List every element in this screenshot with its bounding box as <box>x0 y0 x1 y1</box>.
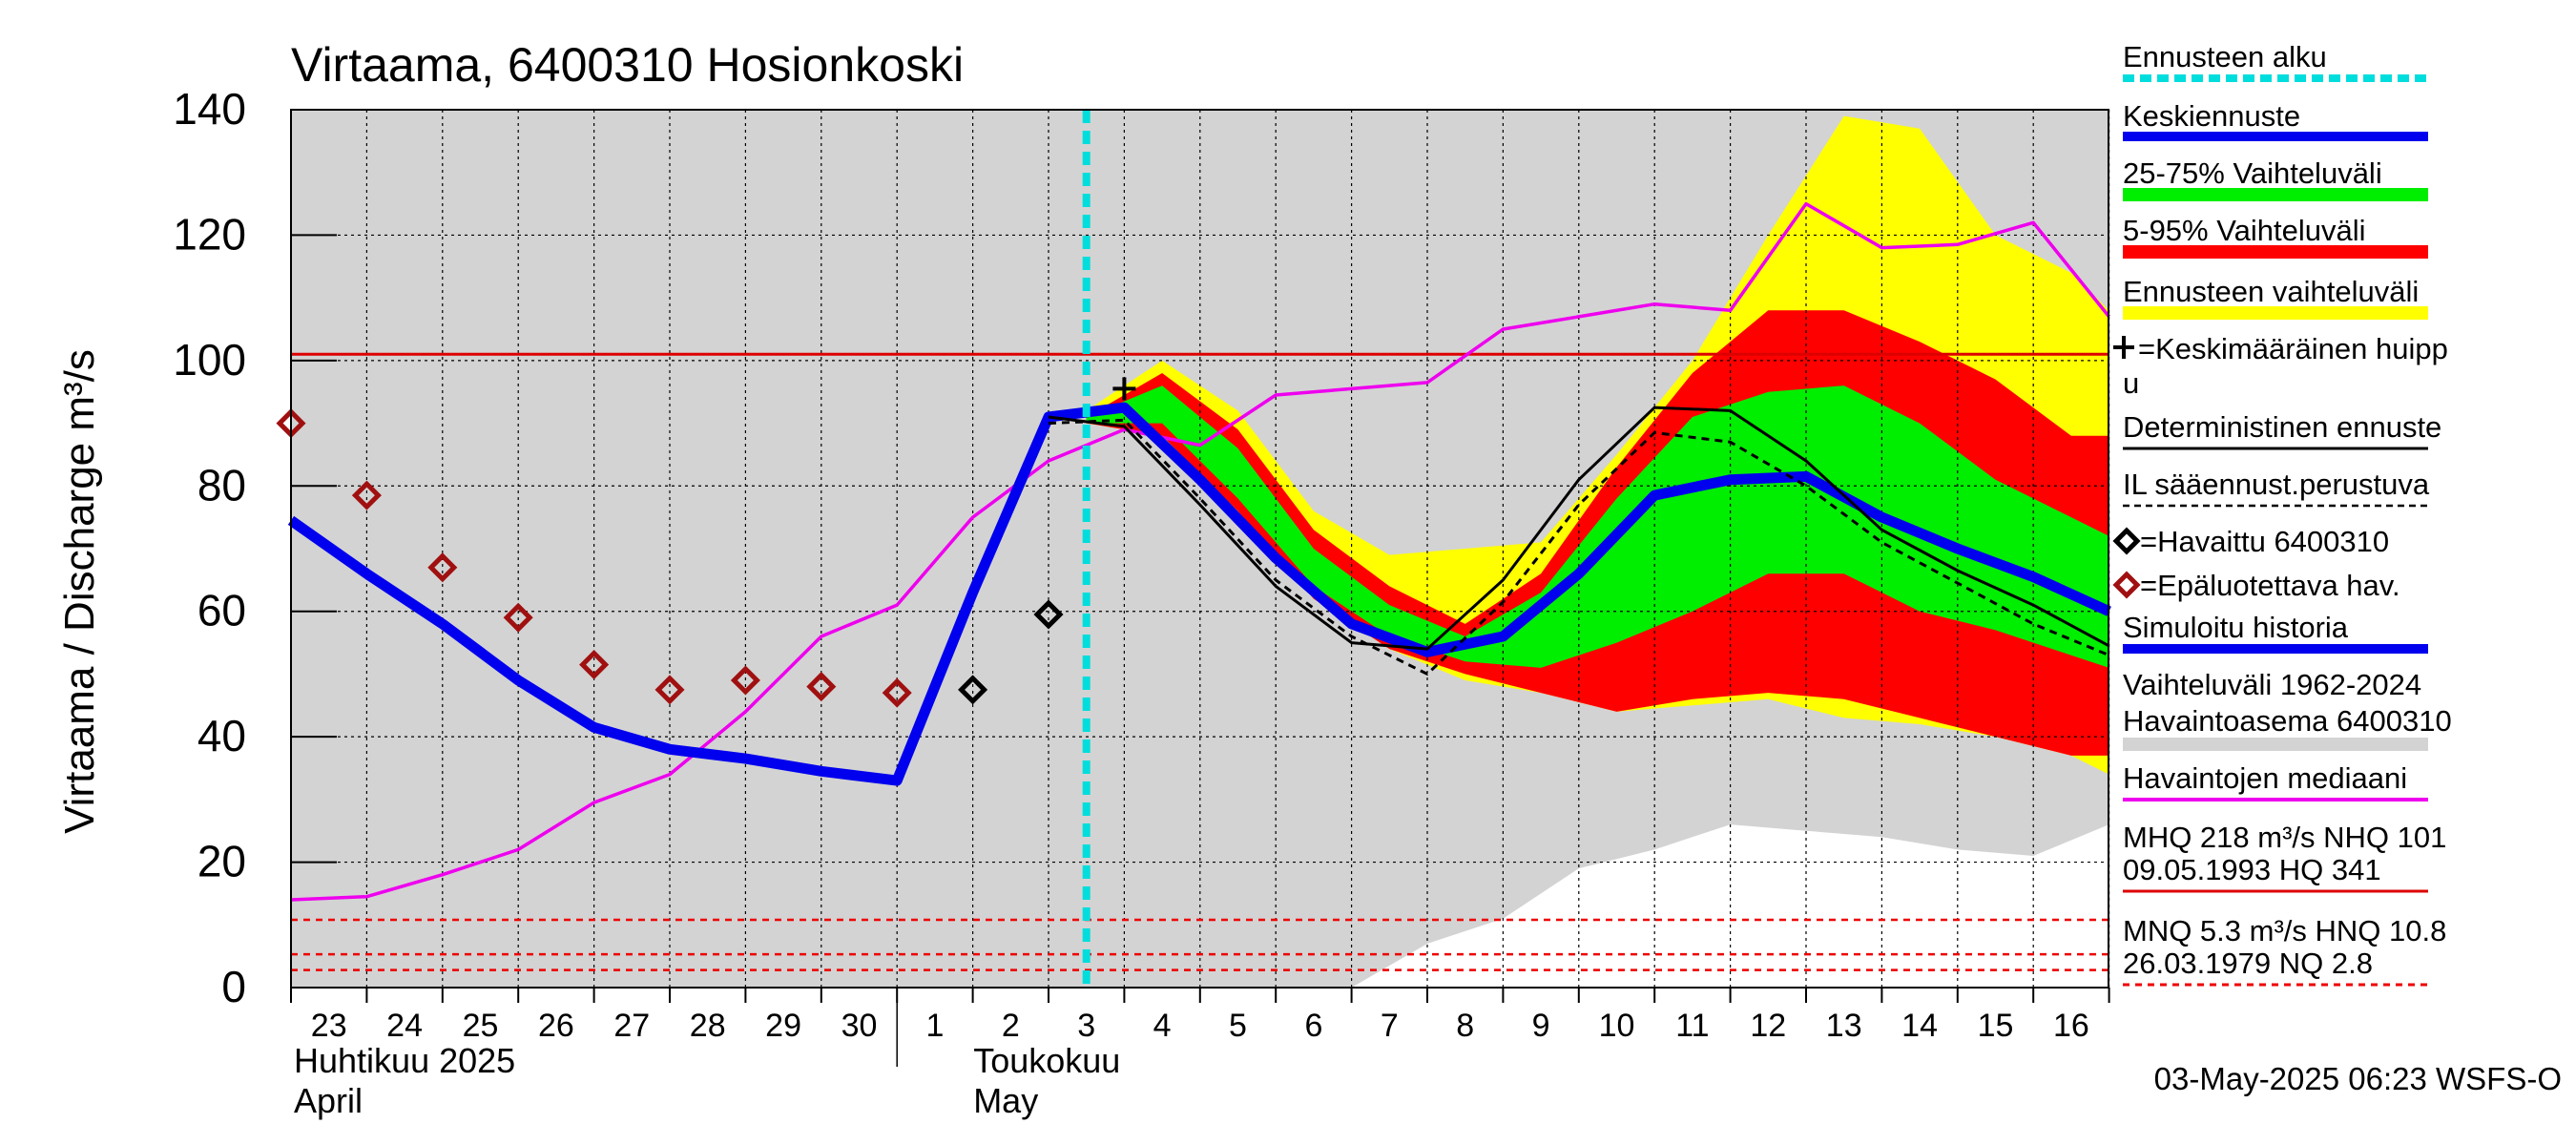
x-day-label: 25 <box>463 1008 499 1044</box>
x-day-label: 4 <box>1153 1008 1172 1044</box>
legend-swatch-mean-peak <box>2113 336 2134 359</box>
x-day-label: 30 <box>841 1008 878 1044</box>
y-tick-label: 140 <box>173 84 246 134</box>
unreliable-observation-marker <box>427 552 458 583</box>
y-tick-label: 20 <box>197 837 246 886</box>
unreliable-observation-marker <box>503 602 533 633</box>
month-label-april-fi: Huhtikuu 2025 <box>294 1041 515 1080</box>
legend-label: =Havaittu 6400310 <box>2140 525 2389 558</box>
plot-area <box>276 109 2111 989</box>
x-day-label: 14 <box>1901 1008 1938 1044</box>
legend-label: IL sääennust.perustuva <box>2123 468 2430 501</box>
unreliable-observation-marker <box>579 650 610 680</box>
y-tick-label: 40 <box>197 711 246 760</box>
x-day-label: 15 <box>1978 1008 2014 1044</box>
x-day-label: 1 <box>925 1008 944 1044</box>
observation-marker <box>958 675 988 705</box>
month-label-april-en: April <box>294 1081 363 1120</box>
series-il-s-ennust-perustuva <box>1048 418 2110 676</box>
unreliable-observation-marker <box>351 480 382 510</box>
x-day-label: 5 <box>1229 1008 1247 1044</box>
legend-label: =Keskimääräinen huipp <box>2138 332 2448 365</box>
legend-label: Vaihteluväli 1962-2024 <box>2123 668 2421 701</box>
unreliable-observation-marker <box>806 672 837 702</box>
month-label-may-en: May <box>973 1081 1038 1120</box>
x-day-label: 8 <box>1456 1008 1474 1044</box>
legend-label: 26.03.1979 NQ 2.8 <box>2123 947 2373 980</box>
legend-label: =Epäluotettava hav. <box>2140 569 2400 602</box>
x-day-label: 12 <box>1750 1008 1786 1044</box>
x-day-label: 28 <box>690 1008 726 1044</box>
y-tick-label: 100 <box>173 335 246 385</box>
unreliable-observation-marker <box>654 675 685 705</box>
unreliable-observation-marker <box>730 665 760 696</box>
x-day-label: 16 <box>2053 1008 2089 1044</box>
series-deterministinen-ennuste <box>1048 406 2110 651</box>
legend-label: Deterministinen ennuste <box>2123 410 2441 444</box>
unreliable-observation-marker <box>882 677 912 708</box>
legend-label: 25-75% Vaihteluväli <box>2123 156 2382 190</box>
x-day-label: 9 <box>1532 1008 1550 1044</box>
x-day-label: 7 <box>1381 1008 1399 1044</box>
observation-marker <box>1033 599 1064 630</box>
x-day-label: 6 <box>1304 1008 1322 1044</box>
series-keskiennuste <box>287 402 2111 786</box>
legend-label: Ennusteen alku <box>2123 40 2327 73</box>
band-25-75 <box>1086 385 2109 668</box>
legend: Ennusteen alku Keskiennuste 25-75% Vaihtel… <box>2112 40 2452 987</box>
y-tick-label: 120 <box>173 209 246 259</box>
mean-peak-marker <box>1112 377 1136 401</box>
y-tick-label: 60 <box>197 586 246 635</box>
legend-label: Simuloitu historia <box>2123 611 2349 644</box>
legend-label: 5-95% Vaihteluväli <box>2123 214 2365 247</box>
month-label-may-fi: Toukokuu <box>973 1041 1120 1080</box>
legend-label: MNQ 5.3 m³/s HNQ 10.8 <box>2123 914 2446 947</box>
legend-swatch-historical-range <box>2123 738 2428 751</box>
y-tick-label: 80 <box>197 460 246 510</box>
legend-swatch-observed <box>2112 527 2141 555</box>
legend-swatch-unreliable <box>2112 571 2141 599</box>
x-day-label: 29 <box>765 1008 801 1044</box>
legend-label: 09.05.1993 HQ 341 <box>2123 853 2381 886</box>
timestamp: 03-May-2025 06:23 WSFS-O <box>2154 1061 2562 1096</box>
x-day-label: 11 <box>1675 1008 1709 1044</box>
x-day-label: 23 <box>311 1008 347 1044</box>
x-day-label: 27 <box>613 1008 650 1044</box>
legend-label: Ennusteen vaihteluväli <box>2123 275 2419 308</box>
legend-label: u <box>2123 366 2139 400</box>
x-day-label: 26 <box>538 1008 574 1044</box>
x-day-label: 3 <box>1077 1008 1095 1044</box>
y-tick-label: 0 <box>221 962 246 1011</box>
x-day-label: 24 <box>386 1008 423 1044</box>
legend-label: Keskiennuste <box>2123 99 2300 133</box>
legend-label: Havaintoasema 6400310 <box>2123 704 2452 738</box>
y-axis-label: Virtaama / Discharge m³/s <box>56 349 103 834</box>
x-day-label: 10 <box>1599 1008 1635 1044</box>
x-day-label: 13 <box>1826 1008 1862 1044</box>
series-havaintojen-mediaani <box>290 201 2110 902</box>
historical-range-band <box>291 110 2109 988</box>
x-day-label: 2 <box>1002 1008 1020 1044</box>
chart-title: Virtaama, 6400310 Hosionkoski <box>291 38 964 92</box>
legend-label: Havaintojen mediaani <box>2123 761 2407 795</box>
legend-label: MHQ 218 m³/s NHQ 101 <box>2123 821 2446 854</box>
